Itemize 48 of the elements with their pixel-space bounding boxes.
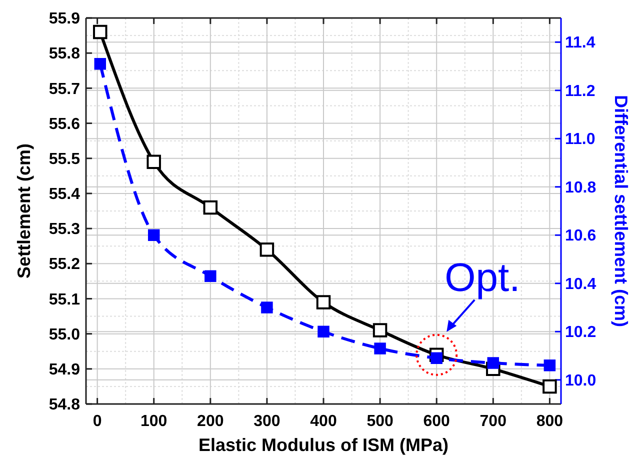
x-tick-label: 300 [254, 413, 280, 430]
y-tick-label: 55.4 [48, 186, 80, 204]
y-tick-label: 55.5 [48, 150, 80, 168]
x-tick-label: 500 [366, 413, 394, 430]
y-tick-label: 55.2 [48, 256, 80, 274]
y-axis-title: Settlement (cm) [14, 143, 34, 279]
point [544, 360, 556, 372]
y2-tick-label: 10.4 [565, 276, 596, 293]
point [372, 323, 388, 338]
annotation: Opt. [444, 256, 520, 300]
x-tick-label: 200 [197, 413, 224, 430]
point [94, 58, 106, 70]
point [204, 270, 216, 282]
y2-tick-label: 11.2 [565, 82, 596, 100]
y-tick-label: 55.3 [48, 221, 80, 238]
point [542, 379, 557, 394]
point [318, 326, 330, 338]
y2-tick-label: 10.8 [565, 179, 596, 196]
y-tick-label: 55.6 [48, 116, 80, 133]
point [260, 242, 274, 257]
x-tick-label: 800 [536, 413, 564, 430]
y-tick-label: 55.1 [48, 291, 80, 308]
x-tick-label: 100 [140, 413, 168, 430]
y2-tick-label: 11.4 [565, 34, 596, 52]
y-tick-label: 55.8 [48, 46, 80, 63]
point [148, 229, 160, 241]
y-tick-label: 54.9 [48, 362, 80, 379]
x-axis-title: Elastic Modulus of ISM (MPa) [198, 435, 449, 455]
y-tick-label: 55.9 [48, 10, 80, 28]
point [487, 357, 500, 369]
y2-tick-label: 10.2 [565, 324, 596, 342]
point [374, 342, 386, 354]
x-tick-label: 0 [92, 413, 102, 430]
x-tick-label: 700 [480, 413, 507, 430]
y-tick-label: 54.8 [48, 396, 80, 414]
y2-tick-label: 11.0 [565, 131, 596, 148]
y2-axis-title: Differential settlement (cm) [611, 94, 631, 328]
point [146, 154, 161, 169]
x-tick-label: 400 [310, 413, 337, 430]
point [316, 295, 331, 310]
y-tick-label: 55.7 [48, 80, 80, 98]
x-tick-label: 600 [423, 413, 450, 430]
y-tick-label: 55.0 [48, 326, 80, 344]
y2-tick-label: 10.6 [565, 228, 596, 245]
point [93, 24, 108, 40]
point [203, 200, 218, 215]
y2-tick-label: 10.0 [565, 372, 596, 390]
point [261, 302, 273, 314]
